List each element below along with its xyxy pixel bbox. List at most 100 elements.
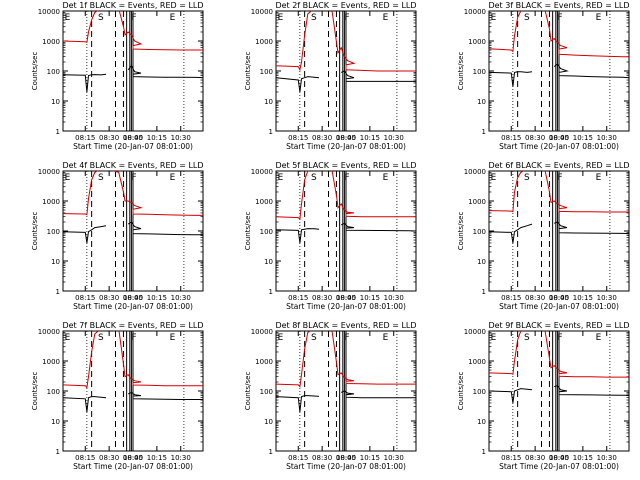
series-events-line — [127, 64, 203, 79]
x-tick-label: 10:30 — [171, 454, 191, 462]
region-label: S — [311, 13, 317, 23]
chart-title: Det 4f BLACK = Events, RED = LLD — [62, 161, 203, 170]
x-tick-label: 10:30 — [597, 294, 617, 302]
y-tick-label: 10 — [477, 258, 486, 266]
x-tick-label: 08:30 — [312, 454, 332, 462]
y-tick-label: 1000 — [42, 198, 60, 206]
x-tick-label: 08:15 — [288, 134, 308, 142]
x-tick-label: 10:30 — [384, 294, 404, 302]
series-events-line — [340, 390, 416, 399]
series-events-line — [489, 71, 533, 87]
x-tick-label: 10:00 — [336, 454, 356, 462]
region-label: E — [491, 173, 497, 183]
y-tick-label: 10 — [477, 98, 486, 106]
region-label: E — [65, 173, 71, 183]
y-tick-label: 10 — [51, 98, 60, 106]
series-lld-line — [489, 11, 629, 58]
region-label: F — [131, 333, 136, 343]
region-label: S — [524, 13, 530, 23]
x-tick-label: 10:15 — [147, 294, 167, 302]
x-tick-label: 10:15 — [360, 454, 380, 462]
x-tick-label: 08:30 — [99, 294, 119, 302]
series-events-line — [276, 228, 320, 243]
series-lld-line — [276, 171, 416, 221]
x-axis-label: Start Time (20-Jan-07 08:01:00) — [73, 462, 193, 471]
y-tick-label: 1 — [269, 448, 273, 456]
y-tick-label: 1000 — [468, 358, 486, 366]
chart-title: Det 9f BLACK = Events, RED = LLD — [488, 321, 629, 330]
x-tick-label: 08:45 — [336, 134, 356, 142]
x-tick-label: 08:45 — [549, 454, 569, 462]
y-tick-label: 1 — [56, 128, 60, 136]
x-tick-label: 10:15 — [147, 454, 167, 462]
x-tick-label: 08:15 — [75, 134, 95, 142]
y-axis-label: Counts/sec — [244, 52, 252, 91]
x-tick-label: 10:30 — [384, 134, 404, 142]
region-label: E — [278, 173, 284, 183]
y-tick-label: 1 — [269, 128, 273, 136]
x-axis-label: Start Time (20-Jan-07 08:01:00) — [286, 302, 406, 311]
x-tick-label: 10:30 — [384, 454, 404, 462]
y-tick-label: 100 — [473, 228, 486, 236]
y-axis-label: Counts/sec — [457, 372, 465, 411]
x-axis-label: Start Time (20-Jan-07 08:01:00) — [499, 462, 619, 471]
y-tick-label: 1000 — [42, 38, 60, 46]
y-axis-label: Counts/sec — [244, 212, 252, 251]
x-tick-label: 10:30 — [597, 134, 617, 142]
series-lld-line — [276, 11, 416, 72]
region-label: E — [383, 173, 389, 183]
x-axis-label: Start Time (20-Jan-07 08:01:00) — [499, 142, 619, 151]
region-label: E — [170, 13, 176, 23]
y-tick-label: 1000 — [255, 358, 273, 366]
series-lld-line — [489, 331, 629, 378]
chart-panel-5: Det 5f BLACK = Events, RED = LLD 1 10 100 10… — [244, 161, 417, 311]
series-events-line — [554, 221, 629, 235]
region-label: S — [98, 333, 104, 343]
series-lld-line — [63, 171, 203, 216]
region-label: F — [131, 13, 136, 23]
y-axis-label: Counts/sec — [31, 212, 39, 251]
y-tick-label: 10000 — [464, 168, 486, 176]
y-axis-label: Counts/sec — [31, 372, 39, 411]
x-tick-label: 08:30 — [525, 454, 545, 462]
x-axis-label: Start Time (20-Jan-07 08:01:00) — [286, 462, 406, 471]
chart-panel-2: Det 2f BLACK = Events, RED = LLD 1 10 100 10… — [244, 1, 417, 151]
region-label: F — [557, 333, 562, 343]
series-events-line — [553, 63, 629, 79]
y-tick-label: 100 — [47, 388, 60, 396]
x-tick-label: 08:15 — [501, 294, 521, 302]
region-label: F — [344, 333, 349, 343]
series-events-line — [489, 223, 533, 243]
x-tick-label: 10:15 — [573, 454, 593, 462]
chart-title: Det 2f BLACK = Events, RED = LLD — [275, 1, 416, 10]
y-tick-label: 100 — [473, 68, 486, 76]
series-lld-line — [63, 11, 203, 51]
x-tick-label: 10:00 — [549, 454, 569, 462]
region-label: E — [278, 333, 284, 343]
y-tick-label: 100 — [47, 68, 60, 76]
x-tick-label: 08:15 — [75, 294, 95, 302]
y-tick-label: 100 — [47, 228, 60, 236]
region-label: F — [344, 13, 349, 23]
x-tick-label: 10:00 — [123, 454, 143, 462]
x-tick-label: 08:15 — [288, 454, 308, 462]
chart-panel-9: Det 9f BLACK = Events, RED = LLD 1 10 100 10… — [457, 321, 630, 471]
x-tick-label: 08:45 — [123, 454, 143, 462]
y-tick-label: 10 — [264, 418, 273, 426]
chart-title: Det 3f BLACK = Events, RED = LLD — [488, 1, 629, 10]
region-label: E — [491, 13, 497, 23]
y-tick-label: 10000 — [251, 8, 273, 16]
y-tick-label: 10000 — [251, 328, 273, 336]
y-tick-label: 100 — [260, 68, 273, 76]
region-label: E — [383, 13, 389, 23]
series-events-line — [340, 70, 416, 82]
region-label: E — [170, 173, 176, 183]
x-tick-label: 08:45 — [549, 294, 569, 302]
x-tick-label: 08:45 — [336, 294, 356, 302]
x-tick-label: 10:30 — [597, 454, 617, 462]
y-tick-label: 1000 — [42, 358, 60, 366]
x-tick-label: 08:30 — [99, 454, 119, 462]
y-tick-label: 10 — [51, 418, 60, 426]
y-axis-label: Counts/sec — [31, 52, 39, 91]
series-lld-line — [489, 171, 629, 213]
